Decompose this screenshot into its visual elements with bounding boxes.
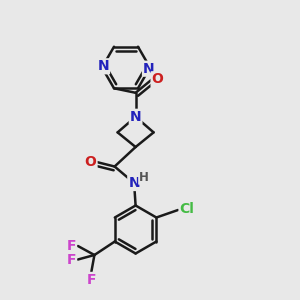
Text: N: N — [130, 110, 141, 124]
Text: F: F — [67, 253, 76, 266]
Text: F: F — [67, 239, 76, 253]
Text: Cl: Cl — [179, 202, 194, 215]
Text: N: N — [98, 59, 109, 73]
Text: O: O — [85, 155, 97, 169]
Text: O: O — [152, 72, 164, 86]
Text: N: N — [128, 176, 140, 190]
Text: N: N — [143, 62, 154, 76]
Text: F: F — [87, 273, 96, 287]
Text: H: H — [139, 171, 148, 184]
